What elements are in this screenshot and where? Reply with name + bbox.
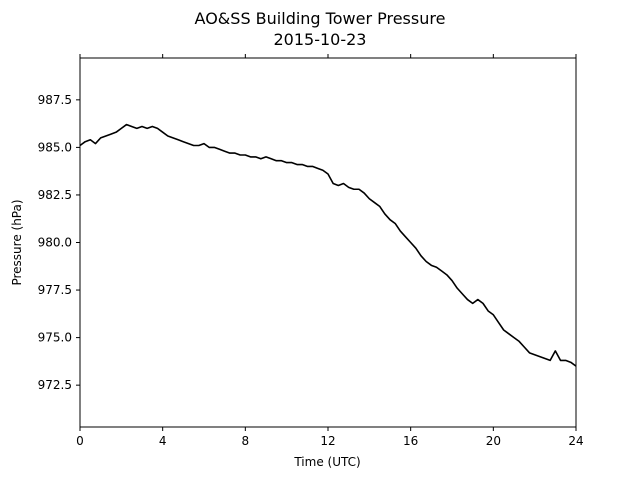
chart-title: AO&SS Building Tower Pressure xyxy=(195,9,446,28)
y-axis-ticks: 972.5 975.0 977.5 980.0 982.5 985.0 987.5 xyxy=(38,93,80,392)
plot-area xyxy=(79,57,577,428)
x-tick-label: 12 xyxy=(320,434,335,448)
y-tick-label: 987.5 xyxy=(38,93,72,107)
x-axis-ticks: 0 4 8 12 16 20 24 xyxy=(76,54,584,448)
y-tick-label: 975.0 xyxy=(38,331,72,345)
x-tick-label: 24 xyxy=(568,434,583,448)
x-tick-label: 0 xyxy=(76,434,84,448)
x-axis-label: Time (UTC) xyxy=(293,455,360,469)
x-tick-label: 20 xyxy=(486,434,501,448)
pressure-series-line-0 xyxy=(79,123,577,367)
y-axis-label: Pressure (hPa) xyxy=(10,199,24,285)
y-tick-label: 980.0 xyxy=(38,236,72,250)
plot-frame xyxy=(79,57,577,428)
x-tick-label: 4 xyxy=(159,434,167,448)
y-tick-label: 977.5 xyxy=(38,283,72,297)
x-tick-label: 16 xyxy=(403,434,418,448)
y-tick-label: 985.0 xyxy=(38,140,72,154)
y-tick-label: 972.5 xyxy=(38,378,72,392)
y-tick-label: 982.5 xyxy=(38,188,72,202)
x-tick-label: 8 xyxy=(242,434,250,448)
chart-subtitle: 2015-10-23 xyxy=(274,30,367,49)
